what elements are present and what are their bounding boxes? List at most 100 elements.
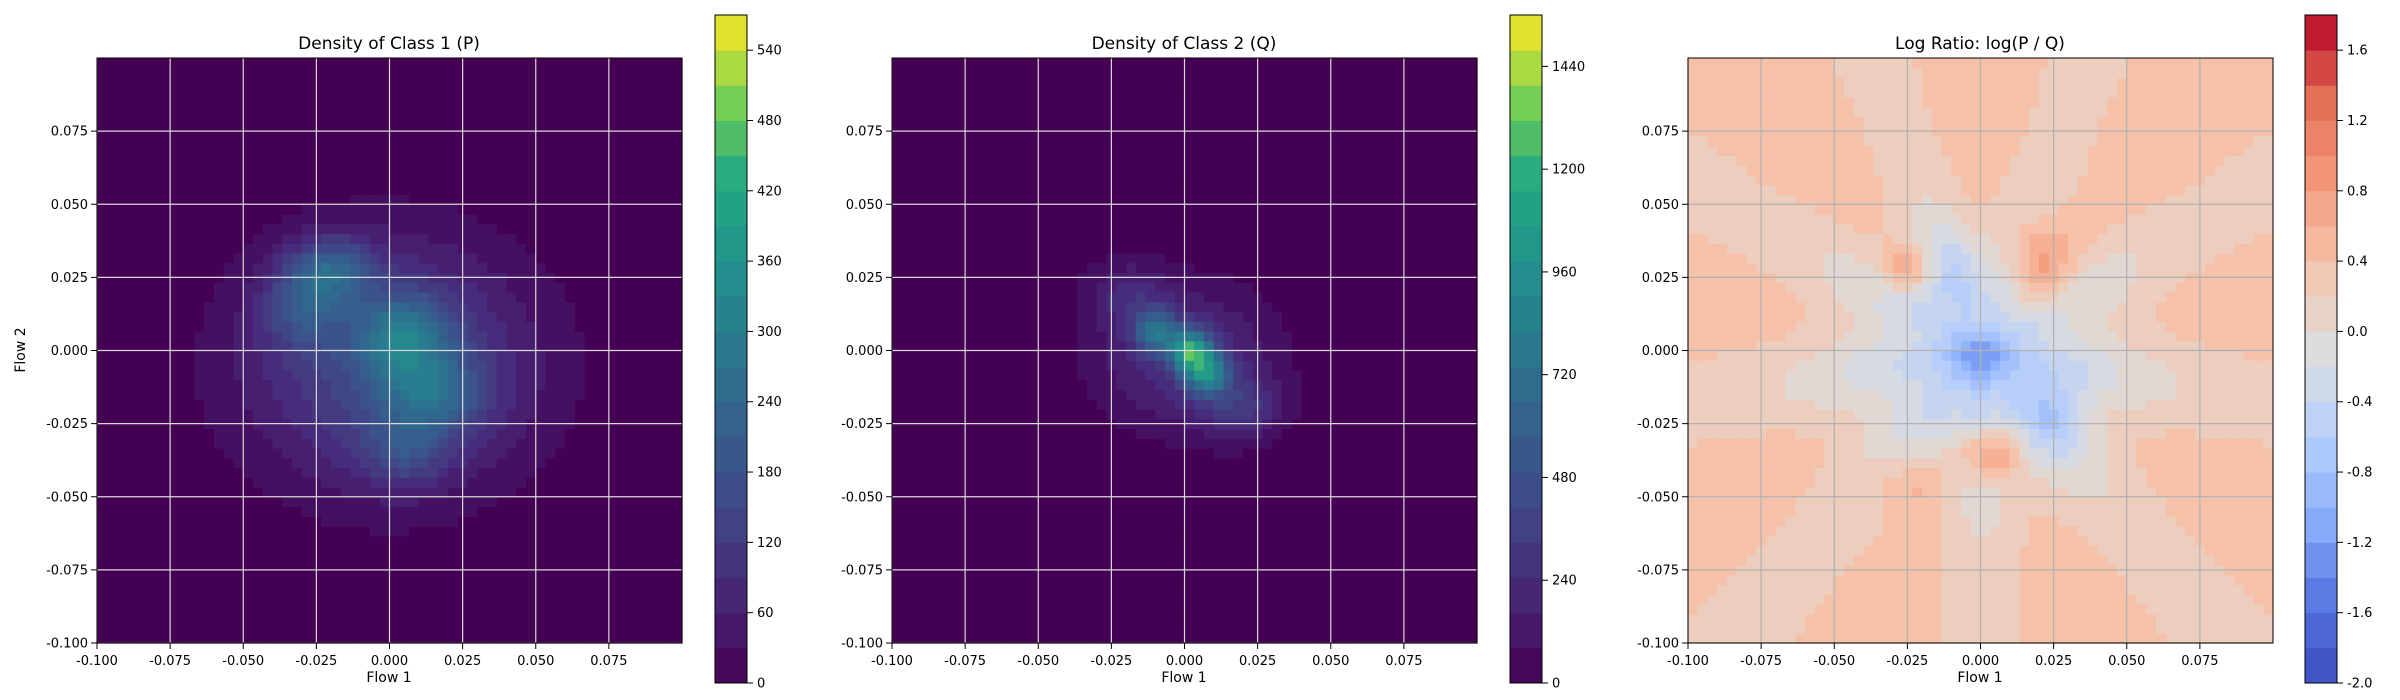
heatmap-cell [506, 136, 517, 147]
heatmap-cell [1009, 321, 1020, 332]
heatmap-cell [662, 165, 673, 176]
heatmap-cell [233, 292, 244, 303]
heatmap-cell [901, 87, 913, 98]
heatmap-cell [672, 311, 683, 322]
heatmap-cell [1057, 116, 1069, 127]
heatmap-cell [999, 594, 1010, 605]
heatmap-cell [116, 97, 127, 108]
heatmap-cell [448, 613, 459, 625]
heatmap-cell [477, 506, 488, 517]
y-tick-label: 0.075 [51, 125, 88, 140]
heatmap-cell [126, 487, 137, 498]
heatmap-cell [911, 545, 922, 556]
heatmap-cell [409, 194, 420, 205]
heatmap-cell [1057, 350, 1069, 361]
heatmap-cell [1057, 535, 1069, 547]
heatmap-cell [911, 97, 922, 108]
heatmap-cell [535, 155, 547, 166]
heatmap-cell [1067, 379, 1078, 391]
heatmap-cell [184, 535, 196, 547]
heatmap-cell [526, 331, 537, 342]
heatmap-cell [911, 340, 922, 352]
heatmap-cell [1067, 97, 1078, 108]
heatmap-cell [370, 116, 381, 127]
heatmap-cell [999, 77, 1010, 88]
heatmap-cell [555, 516, 566, 527]
heatmap-cell [652, 457, 664, 469]
heatmap-cell [989, 67, 1000, 79]
heatmap-cell [438, 477, 449, 488]
heatmap-cell [321, 448, 332, 459]
heatmap-cell [672, 526, 683, 537]
heatmap-cell [662, 623, 673, 634]
heatmap-cell [940, 321, 952, 332]
heatmap-cell [535, 613, 547, 625]
heatmap-cell [360, 428, 371, 439]
heatmap-cell [418, 409, 430, 420]
heatmap-cell [448, 311, 459, 322]
heatmap-cell [243, 604, 254, 615]
heatmap-cell [243, 87, 254, 98]
heatmap-cell [350, 282, 361, 293]
heatmap-cell [214, 584, 225, 595]
heatmap-cell [911, 370, 922, 381]
heatmap-cell [399, 496, 410, 508]
heatmap-cell [223, 516, 235, 527]
heatmap-cell [272, 136, 283, 147]
heatmap-cell [428, 496, 439, 508]
heatmap-cell [292, 204, 303, 215]
heatmap-cell [496, 399, 508, 410]
heatmap-cell [1067, 311, 1078, 322]
heatmap-cell [989, 409, 1000, 420]
heatmap-cell [301, 409, 313, 420]
heatmap-cell [233, 477, 244, 488]
heatmap-cell [950, 155, 961, 166]
heatmap-cell [155, 360, 166, 371]
heatmap-cell [1009, 292, 1020, 303]
heatmap-cell [379, 262, 391, 274]
heatmap-cell [126, 136, 137, 147]
heatmap-cell [477, 292, 488, 303]
heatmap-cell [892, 116, 903, 127]
heatmap-cell [331, 467, 342, 478]
heatmap-cell [409, 77, 420, 88]
heatmap-cell [282, 184, 293, 196]
heatmap-cell [931, 506, 942, 517]
heatmap-cell [1087, 477, 1098, 488]
heatmap-cell [379, 282, 391, 293]
heatmap-cell [155, 331, 166, 342]
heatmap-cell [950, 574, 961, 586]
heatmap-cell [1018, 360, 1030, 371]
heatmap-cell [194, 477, 205, 488]
heatmap-cell [1038, 165, 1049, 176]
heatmap-cell [931, 438, 942, 449]
heatmap-cell [438, 106, 449, 118]
heatmap-cell [350, 106, 361, 118]
heatmap-cell [970, 155, 981, 166]
heatmap-cell [467, 428, 478, 439]
heatmap-cell [574, 370, 586, 381]
heatmap-cell [116, 379, 127, 391]
heatmap-cell [467, 58, 478, 69]
heatmap-cell [477, 409, 488, 420]
heatmap-cell [262, 594, 274, 605]
heatmap-cell [389, 370, 400, 381]
heatmap-cell [223, 97, 235, 108]
heatmap-cell [584, 516, 595, 527]
heatmap-cell [243, 116, 254, 127]
heatmap-cell [1087, 262, 1098, 274]
heatmap-cell [979, 106, 991, 118]
heatmap-cell [526, 340, 537, 352]
heatmap-cell [360, 613, 371, 625]
heatmap-cell [623, 136, 634, 147]
heatmap-cell [506, 282, 517, 293]
heatmap-cell [584, 184, 595, 196]
heatmap-cell [282, 360, 293, 371]
heatmap-cell [399, 594, 410, 605]
heatmap-cell [292, 526, 303, 537]
heatmap-cell [175, 214, 186, 225]
heatmap-cell [340, 613, 352, 625]
heatmap-cell [892, 145, 903, 157]
heatmap-cell [652, 409, 664, 420]
heatmap-cell [409, 506, 420, 517]
